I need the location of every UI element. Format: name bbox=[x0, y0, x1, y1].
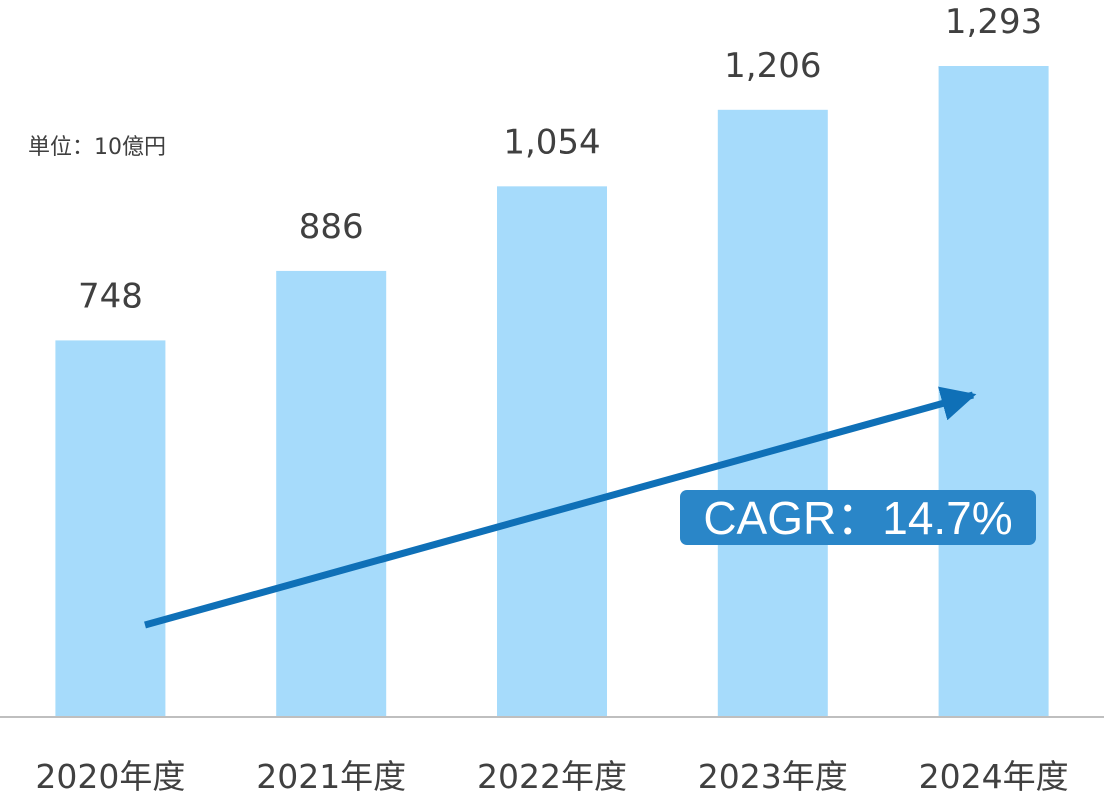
x-tick-label-4: 2024年度 bbox=[919, 757, 1069, 796]
value-label-3: 1,206 bbox=[724, 46, 821, 86]
cagr-label: CAGR：14.7% bbox=[703, 492, 1012, 544]
value-label-2: 1,054 bbox=[503, 122, 600, 162]
bar-1 bbox=[276, 270, 387, 717]
x-tick-label-0: 2020年度 bbox=[35, 757, 185, 796]
x-tick-label-1: 2021年度 bbox=[256, 757, 406, 796]
bars-group bbox=[55, 66, 1049, 717]
x-tick-label-2: 2022年度 bbox=[477, 757, 627, 796]
bar-2 bbox=[497, 186, 607, 717]
bar-0 bbox=[55, 340, 166, 717]
cagr-badge-background bbox=[680, 490, 1036, 545]
value-label-4: 1,293 bbox=[945, 2, 1042, 42]
x-axis-labels: 2020年度 2021年度 2022年度 2023年度 2024年度 bbox=[35, 757, 1068, 796]
value-label-0: 748 bbox=[78, 276, 143, 316]
cagr-badge: CAGR：14.7% bbox=[680, 490, 1036, 545]
unit-label: 単位：10億円 bbox=[28, 135, 166, 160]
bar-3 bbox=[717, 109, 828, 717]
value-label-1: 886 bbox=[299, 207, 364, 247]
cagr-arrow bbox=[144, 386, 977, 629]
value-labels-group: 748 886 1,054 1,206 1,293 bbox=[78, 2, 1042, 316]
bar-4 bbox=[938, 66, 1049, 717]
x-tick-label-3: 2023年度 bbox=[698, 757, 848, 796]
